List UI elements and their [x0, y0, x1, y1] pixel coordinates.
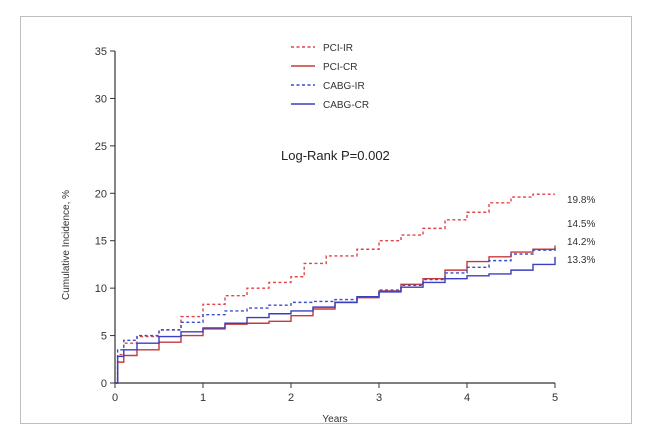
end-label-cabg-ir: 14.2%	[567, 237, 595, 248]
end-label-pci-ir: 19.8%	[567, 195, 595, 206]
axes: 0 5 10 15 20 25 30 35 0 1 2 3 4 5	[95, 46, 558, 404]
series-layer	[115, 193, 556, 384]
x-axis-title: Years	[322, 414, 347, 425]
series-line-cabg-cr	[115, 256, 556, 384]
chart-frame: 0 5 10 15 20 25 30 35 0 1 2 3 4 5 PCI-IR PCI-CR CABG-IR…	[20, 16, 632, 425]
legend: PCI-IR PCI-CR CABG-IR CABG-CR	[291, 43, 369, 111]
y-axis-title: Cumulative Incidence, %	[61, 190, 72, 300]
x-tick-label: 1	[200, 392, 206, 404]
y-tick-label: 30	[95, 93, 107, 105]
legend-label-pci-ir: PCI-IR	[323, 43, 353, 54]
y-tick-label: 25	[95, 141, 107, 153]
log-rank-annotation: Log-Rank P=0.002	[281, 148, 390, 163]
y-tick-label: 20	[95, 188, 107, 200]
series-line-pci-ir	[115, 193, 555, 384]
legend-label-pci-cr: PCI-CR	[323, 62, 357, 73]
end-label-cabg-cr: 13.3%	[567, 255, 595, 266]
y-tick-label: 35	[95, 46, 107, 58]
series-line-cabg-ir	[115, 248, 556, 384]
x-tick-label: 0	[112, 392, 118, 404]
survival-chart: 0 5 10 15 20 25 30 35 0 1 2 3 4 5 PCI-IR PCI-CR CABG-IR…	[61, 43, 595, 425]
x-tick-label: 2	[288, 392, 294, 404]
x-tick-label: 5	[552, 392, 558, 404]
y-tick-label: 10	[95, 283, 107, 295]
y-tick-label: 5	[101, 331, 107, 343]
end-label-pci-cr: 14.5%	[567, 219, 595, 230]
x-tick-label: 3	[376, 392, 382, 404]
x-tick-label: 4	[464, 392, 470, 404]
legend-label-cabg-cr: CABG-CR	[323, 100, 369, 111]
legend-label-cabg-ir: CABG-IR	[323, 81, 365, 92]
y-tick-label: 15	[95, 236, 107, 248]
end-labels: 19.8% 14.5% 14.2% 13.3%	[567, 195, 595, 266]
y-tick-label: 0	[101, 378, 107, 390]
